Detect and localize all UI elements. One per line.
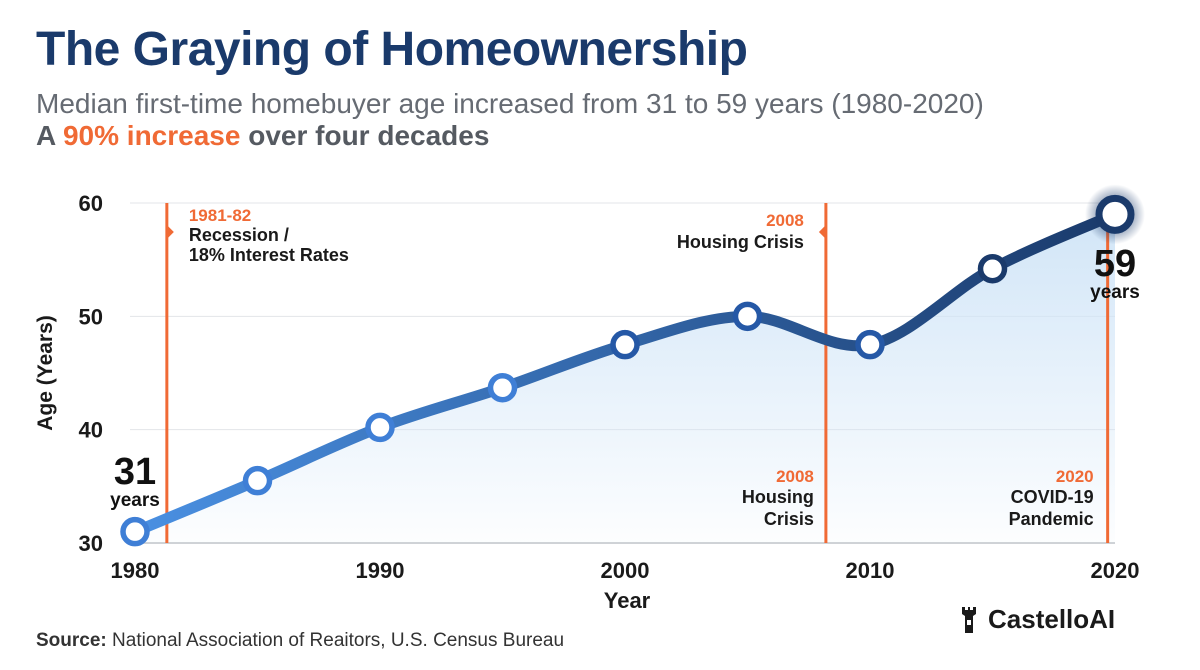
brand-logo: CastelloAI xyxy=(958,604,1115,635)
annotation-text: Recession / xyxy=(189,225,289,245)
x-tick-label: 1990 xyxy=(356,558,405,583)
annotation-text: Housing Crisis xyxy=(677,232,804,252)
annotation-year: 2008 xyxy=(766,211,804,230)
annotation-text: Pandemic xyxy=(1009,509,1094,529)
data-point xyxy=(242,465,273,496)
source-note: Source: National Association of Reaitors… xyxy=(36,630,564,652)
start-value-label: 31 xyxy=(114,451,156,493)
x-tick-label: 2010 xyxy=(846,558,895,583)
x-tick-label: 1980 xyxy=(111,558,160,583)
y-tick-label: 60 xyxy=(79,191,103,216)
data-point xyxy=(365,412,395,443)
source-label: Source: xyxy=(36,630,107,651)
data-point xyxy=(1095,194,1135,234)
source-text: National Association of Reaitors, U.S. C… xyxy=(106,630,565,651)
x-tick-label: 2020 xyxy=(1091,558,1140,583)
chart-title: The Graying of Homeownership xyxy=(36,23,748,76)
data-point xyxy=(732,301,763,332)
data-point xyxy=(120,516,150,547)
y-tick-label: 40 xyxy=(79,418,103,443)
highlight-percent: 90% increase xyxy=(62,120,241,151)
end-value-label: 59 xyxy=(1094,243,1136,285)
data-point xyxy=(487,372,518,403)
end-unit-label: years xyxy=(1090,282,1140,303)
brand-name: CastelloAI xyxy=(988,604,1116,634)
x-tick-label: 2000 xyxy=(601,558,650,583)
data-point xyxy=(977,253,1008,284)
annotation-year: 2020 xyxy=(1056,467,1094,486)
annotation-text: Crisis xyxy=(764,509,814,529)
area-fill xyxy=(135,214,1115,544)
event-marker-2008 xyxy=(818,225,826,239)
chart-subtitle: Median first-time homebuyer age increase… xyxy=(36,88,984,119)
chart-highlight-line: A 90% increase over four decades xyxy=(36,120,489,152)
highlight-suffix: over four decades xyxy=(240,120,490,151)
data-point xyxy=(610,329,640,360)
annotation-year: 1981-82 xyxy=(189,206,251,225)
data-point xyxy=(855,329,885,360)
x-axis-label: Year xyxy=(604,588,651,613)
start-unit-label: years xyxy=(110,490,160,511)
y-axis-label: Age (Years) xyxy=(34,315,57,431)
event-marker-1981 xyxy=(166,225,174,239)
annotation-text: COVID-19 xyxy=(1011,487,1094,507)
y-tick-label: 50 xyxy=(79,304,103,329)
castle-tower-icon xyxy=(962,606,976,633)
highlight-prefix: A xyxy=(36,120,63,151)
y-tick-label: 30 xyxy=(79,531,103,556)
annotation-text: 18% Interest Rates xyxy=(189,245,349,265)
annotation-year: 2008 xyxy=(776,467,814,486)
annotation-text: Housing xyxy=(742,487,814,507)
